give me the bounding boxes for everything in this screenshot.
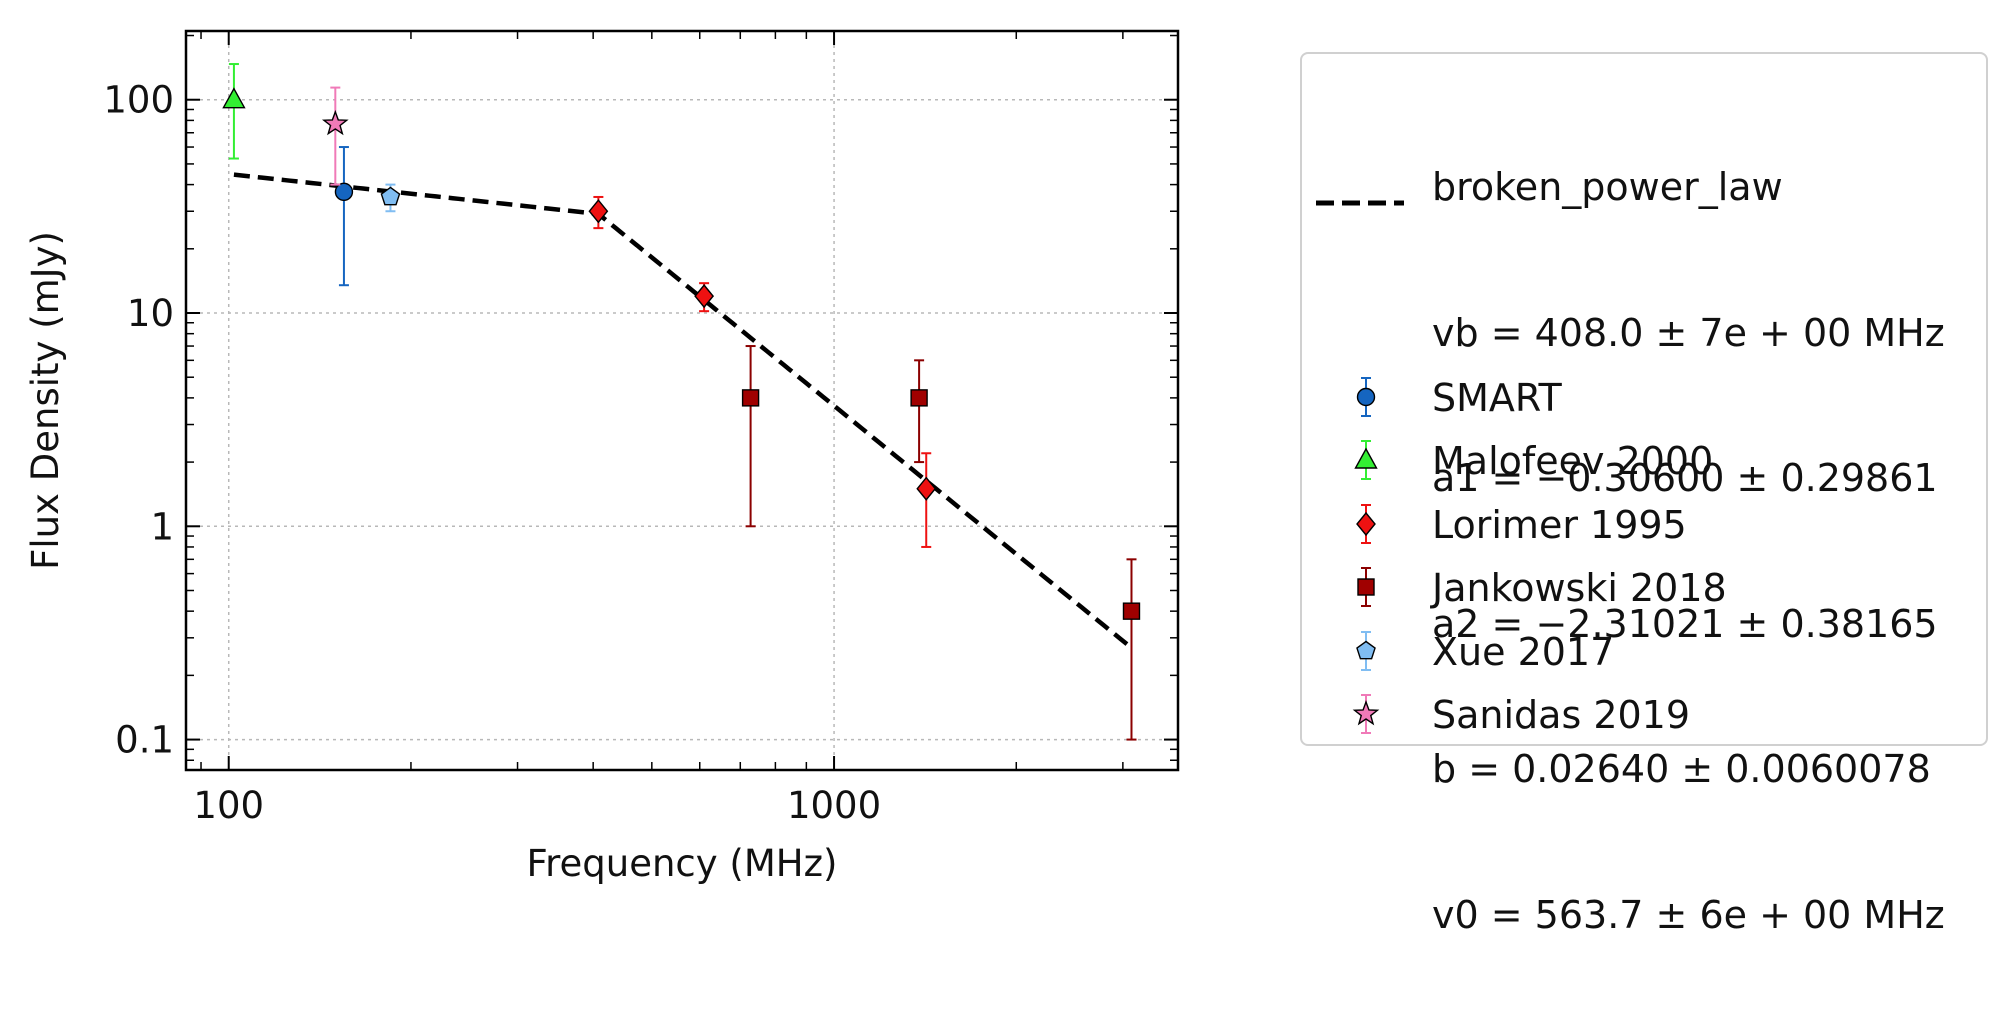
series-smart [334,146,354,287]
data-points [222,63,1141,741]
series-xue-2017 [380,183,401,213]
legend-fit-text: broken_power_law vb = 408.0 ± 7e + 00 MH… [1432,66,1945,1036]
fit-line [233,172,1133,650]
data-point [1122,602,1141,620]
data-point [321,109,349,136]
x-tick-label: 1000 [787,784,881,827]
legend-marker-shape [1356,387,1376,407]
legend-label: Jankowski 2018 [1432,566,1727,611]
error-bar [338,146,349,287]
grid [186,31,1178,770]
tick-labels: 100 1000 0.1 1 10 100 [103,79,881,827]
fit-param-a2: a2 = −2.31021 ± 0.38165 [1432,601,1938,646]
fit-model-name: broken_power_law [1432,165,1783,209]
data-point [916,476,937,501]
data-point [694,284,715,309]
legend-marker-shape [1352,699,1380,726]
legend-marker-shape [1356,511,1376,536]
legend-marker [1356,377,1376,417]
error-bar [228,63,239,160]
y-tick-label: 100 [103,79,174,122]
legend-label: Lorimer 1995 [1432,502,1687,547]
fit-curve [233,172,1133,650]
y-tick-label: 0.1 [115,719,174,762]
legend-marker-shape [1356,640,1376,659]
fit-param-b: b = 0.02640 ± 0.0060078 [1432,747,1931,791]
error-bar [330,86,341,186]
legend-marker-shape [1354,447,1378,470]
fit-param-vb: vb = 408.0 ± 7e + 00 MHz [1432,310,1945,355]
legend-label: SMART [1432,376,1562,420]
legend-entry-smart: SMART [1302,372,1982,422]
legend-entry-jankowski-2018: Jankowski 2018 [1302,562,1982,612]
x-tick-label: 100 [193,784,264,827]
fit-param-v0: v0 = 563.7 ± 6e + 00 MHz [1432,892,1945,937]
data-point [741,389,760,407]
legend-label: Malofeev 2000 [1432,439,1714,484]
legend-fit-key [1316,200,1404,206]
plot-frame [184,29,1180,772]
series-sanidas-2019 [321,86,349,186]
error-bar [1126,558,1137,741]
legend-label: Sanidas 2019 [1432,693,1691,737]
chart: 100 1000 0.1 1 10 100 Frequency (MHz) Flux De… [24,29,1180,885]
data-point [222,87,246,109]
series-malofeev-2000 [222,63,246,160]
series-lorimer-1995 [588,195,937,548]
legend-marker [1352,694,1380,734]
y-tick-label: 1 [150,505,174,548]
legend-entry-sanidas-2019: Sanidas 2019 [1302,689,1982,739]
data-point [380,186,401,206]
legend-marker [1356,503,1376,544]
y-axis-label: Flux Density (mJy) [24,231,67,570]
axis-ticks [186,31,1178,770]
x-axis-label: Frequency (MHz) [527,842,838,885]
y-tick-label: 10 [127,292,174,335]
series-jankowski-2018 [741,345,1141,741]
legend-marker-shape [1357,578,1375,596]
legend-label: Xue 2017 [1432,629,1615,674]
fit-param-a1: a1 = −0.30600 ± 0.29861 [1432,456,1938,500]
error-bar [914,359,925,464]
legend-marker [1354,440,1378,481]
data-point [334,182,354,202]
legend: broken_power_law vb = 408.0 ± 7e + 00 MH… [1300,52,1988,937]
legend-entry-xue-2017: Xue 2017 [1302,626,1982,676]
legend-entry-lorimer-1995: Lorimer 1995 [1302,499,1982,549]
legend-marker [1357,567,1375,608]
data-point [910,389,928,407]
legend-marker [1356,630,1376,671]
error-bar [745,345,756,528]
legend-entry-malofeev-2000: Malofeev 2000 [1302,435,1982,485]
data-point [588,199,609,224]
